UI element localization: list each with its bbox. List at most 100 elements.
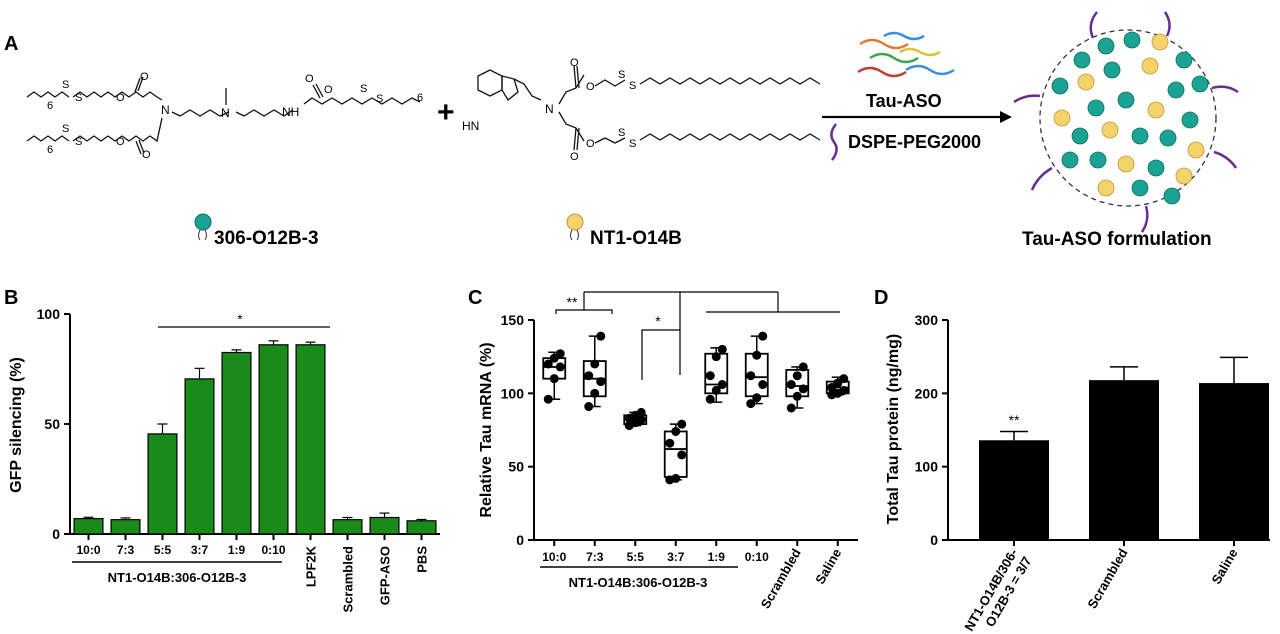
panel-c-point <box>752 393 762 403</box>
lipid-dot <box>1131 127 1149 145</box>
panel-b-significance-star: * <box>237 311 243 327</box>
panel-b-bar <box>258 344 289 535</box>
lipid-dot <box>1071 127 1089 145</box>
panel-c-point <box>792 371 802 381</box>
oxygen-label-4: O <box>142 149 151 161</box>
oxygen-label-6: O <box>324 84 333 96</box>
panel-a: A O O O O O O S S S S S S 6 6 <box>4 11 1239 250</box>
panel-b-xtick-label: 0:10 <box>261 543 285 557</box>
lipid-dot <box>1089 151 1107 169</box>
lipid-dot <box>1181 111 1199 129</box>
lipid-dot <box>1151 33 1169 51</box>
panel-c-point <box>590 388 600 398</box>
panel-d-xtick-label: NT1-O14B/306-O12B-3 = 3/7 <box>961 546 1034 634</box>
panel-c-xtick-label: Saline <box>812 546 844 587</box>
nitrogen-label-1: N <box>161 103 170 117</box>
sulfur-label-4: S <box>75 136 82 148</box>
sulfur-label-10: S <box>629 138 636 150</box>
structure-nt1-o14b <box>477 65 821 151</box>
aso-strands-icon <box>857 31 955 78</box>
panel-c-point <box>711 385 721 395</box>
sulfur-label-9: S <box>618 127 625 139</box>
oxygen-label-5: O <box>305 73 314 85</box>
lipid-dot <box>1051 77 1069 95</box>
plus-sign: + <box>437 96 455 129</box>
panel-c-point <box>792 391 802 401</box>
lipid-dot <box>1147 101 1165 119</box>
panel-c-ylabel: Relative Tau mRNA (%) <box>478 342 495 517</box>
panel-c-point <box>786 380 796 390</box>
oxygen-label-2: O <box>116 92 125 104</box>
panel-c-point <box>705 371 715 381</box>
lipid-dot <box>1167 81 1185 99</box>
panel-c-point <box>717 344 727 354</box>
panel-a-label: A <box>4 33 18 55</box>
panel-d-bar <box>979 440 1049 540</box>
indole-hn-label: HN <box>462 119 479 133</box>
oxygen-label-8: O <box>586 81 595 93</box>
panel-c-point <box>584 371 594 381</box>
panel-d-ytick-label: 100 <box>915 459 939 475</box>
reaction-arrow-head-icon <box>1000 111 1012 123</box>
panel-b-bar <box>221 351 252 535</box>
lipid-dot <box>1101 121 1119 139</box>
legend-306-o12b-3-label: 306-O12B-3 <box>214 228 319 249</box>
panel-c-point <box>746 399 756 409</box>
panel-b-bar <box>73 517 104 535</box>
panel-c-point <box>543 394 553 404</box>
legend-306-o12b-3: 306-O12B-3 <box>194 213 319 249</box>
lipid-dot <box>1147 159 1165 177</box>
lipid-dot <box>1163 187 1181 205</box>
legend-nt1-o14b-label: NT1-O14B <box>590 228 682 249</box>
panel-d-ytick-label: 300 <box>915 312 939 328</box>
product-label: Tau-ASO formulation <box>1022 229 1212 250</box>
sulfur-label-7: S <box>618 69 625 81</box>
panel-d-significance-star: ** <box>1009 412 1020 428</box>
panel-c-point <box>671 426 681 436</box>
panel-c-significance-star: * <box>655 313 661 329</box>
panel-c-point <box>798 362 808 372</box>
panel-b: B GFP silencing (%) 0 50 100 10:0 7:3 5:5 3:7… <box>4 287 440 612</box>
sulfur-label-2: S <box>75 92 82 104</box>
panel-d-bar <box>1199 383 1269 540</box>
panel-b-xtick-label: GFP-ASO <box>378 546 393 605</box>
nanoparticle-icon <box>1013 11 1239 233</box>
panel-d-ytick-label: 200 <box>915 385 939 401</box>
panel-c-point <box>746 371 756 381</box>
oxygen-label-7: O <box>570 57 579 69</box>
sulfur-label-1: S <box>62 79 69 91</box>
panel-c-point <box>705 394 715 404</box>
lipid-dot <box>1191 75 1209 93</box>
panel-c-xtick-label: 0:10 <box>745 550 769 564</box>
panel-b-bar <box>406 520 437 535</box>
subscript-six-1: 6 <box>47 100 53 112</box>
panel-c-point <box>596 331 606 341</box>
panel-c-point <box>671 473 681 483</box>
panel-c-point <box>758 331 768 341</box>
panel-c-point <box>839 374 849 384</box>
lipid-dot <box>1097 179 1115 197</box>
panel-c-point <box>798 384 808 394</box>
panel-b-bar <box>369 516 400 535</box>
panel-c-group-label: NT1-O14B:306-O12B-3 <box>569 575 708 590</box>
panel-b-xtick-label: 10:0 <box>76 543 100 557</box>
panel-d-xtick-label-line: Scrambled <box>1084 546 1130 611</box>
panel-c-point <box>636 407 646 417</box>
panel-c-point <box>839 385 849 395</box>
panel-c-point <box>758 380 768 390</box>
panel-b-ytick-label: 50 <box>44 416 60 432</box>
panel-c-point <box>665 438 675 448</box>
panel-b-ytick-label: 0 <box>52 526 60 542</box>
subscript-six-2: 6 <box>47 144 53 156</box>
panel-d-ylabel: Total Tau protein (ng/mg) <box>885 334 902 525</box>
lipid-dot <box>1159 129 1177 147</box>
peg-icon <box>830 123 838 161</box>
lipid-dot <box>1131 179 1149 197</box>
panel-c-point <box>555 349 565 359</box>
nitrogen-label-3: N <box>545 102 554 116</box>
panel-d-xtick-label: Saline <box>1208 546 1240 587</box>
lipid-dot <box>1175 167 1193 185</box>
panel-b-bar <box>332 519 363 535</box>
lipid-dot <box>1077 73 1095 91</box>
panel-c-point <box>543 359 553 369</box>
